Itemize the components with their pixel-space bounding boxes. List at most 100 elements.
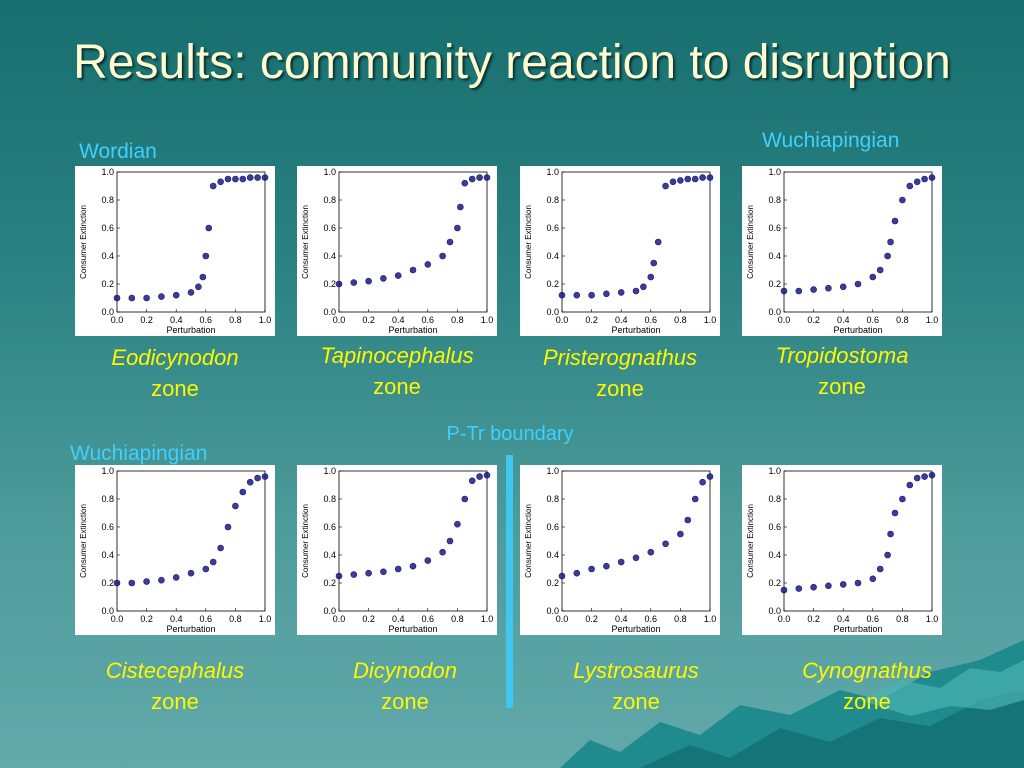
scatter-chart: 0.0 0.2 0.4 0.6 0.8 1.0 0.0 0.2 0.4 0.6 0.8 1.0 Pert… <box>524 167 716 335</box>
y-tick-label: 1.0 <box>101 167 114 177</box>
plot-area <box>338 470 488 612</box>
y-tick-label: 0.4 <box>546 251 559 261</box>
data-point <box>409 562 417 570</box>
data-point <box>232 175 239 183</box>
period-label-wuchiapingian-top: Wuchiapingian <box>762 129 900 152</box>
y-axis-label: Consumer Extinction <box>79 205 88 279</box>
zone-caption: Cistecephalus zone <box>75 655 275 717</box>
data-point <box>825 582 832 590</box>
data-point <box>446 537 454 545</box>
data-point <box>650 259 658 267</box>
data-point <box>706 473 714 480</box>
x-tick-label: 1.0 <box>259 614 272 624</box>
data-point <box>365 569 372 577</box>
zone-word: zone <box>596 376 644 401</box>
x-tick-label: 0.4 <box>170 315 183 325</box>
data-point <box>906 481 914 489</box>
y-tick-label: 0.8 <box>101 494 114 504</box>
y-tick-label: 0.8 <box>546 494 559 504</box>
x-tick-label: 0.4 <box>837 315 850 325</box>
data-point <box>573 569 581 577</box>
slide-title: Results: community reaction to disruptio… <box>73 36 951 89</box>
data-point <box>439 548 446 556</box>
data-point <box>699 174 706 181</box>
data-point <box>199 273 207 281</box>
scatter-chart: 0.0 0.2 0.4 0.6 0.8 1.0 0.0 0.2 0.4 0.6 0.8 1.0 Pert… <box>524 466 716 634</box>
data-point <box>654 238 662 246</box>
x-tick-label: 0.2 <box>140 614 153 624</box>
y-tick-label: 0.2 <box>101 578 114 588</box>
data-point <box>662 182 669 190</box>
data-point <box>394 565 402 573</box>
x-tick-label: 1.0 <box>481 315 494 325</box>
data-point <box>409 266 417 274</box>
data-point <box>891 509 899 517</box>
plot-area <box>783 171 933 313</box>
data-point <box>632 287 640 295</box>
x-axis-label: Perturbation <box>388 624 437 634</box>
scatter-points <box>780 174 936 295</box>
x-tick-label: 0.8 <box>896 315 909 325</box>
data-point <box>172 291 180 299</box>
y-tick-label: 0.6 <box>546 223 559 233</box>
x-tick-label: 0.6 <box>867 614 880 624</box>
x-tick-label: 0.2 <box>362 315 375 325</box>
data-point <box>380 568 387 576</box>
data-point <box>209 182 217 190</box>
data-point <box>232 502 239 510</box>
data-point <box>617 289 625 296</box>
data-point <box>172 574 180 581</box>
data-point <box>810 286 817 293</box>
data-point <box>483 174 491 181</box>
y-tick-label: 0.6 <box>101 223 114 233</box>
data-point <box>468 175 476 183</box>
data-point <box>928 471 936 479</box>
y-axis-label: Consumer Extinction <box>746 205 755 279</box>
plot-panel: 0.0 0.2 0.4 0.6 0.8 1.0 0.0 0.2 0.4 0.6 0.8 1.0 Pert… <box>520 465 720 635</box>
y-tick-label: 0.2 <box>101 279 114 289</box>
scatter-chart: 0.0 0.2 0.4 0.6 0.8 1.0 0.0 0.2 0.4 0.6 0.8 1.0 Pert… <box>301 167 494 335</box>
data-point <box>461 179 469 187</box>
data-point <box>224 175 232 183</box>
genus-name: Pristerognathus <box>542 345 698 370</box>
plot-panel: 0.0 0.2 0.4 0.6 0.8 1.0 0.0 0.2 0.4 0.6 0.8 1.0 Pert… <box>742 465 942 635</box>
y-tick-label: 0.6 <box>323 522 336 532</box>
p-tr-boundary-line <box>506 455 513 708</box>
data-point <box>839 581 847 588</box>
data-point <box>461 495 469 503</box>
genus-name: Cistecephalus <box>105 658 245 683</box>
data-point <box>677 530 684 538</box>
data-point <box>691 175 699 183</box>
y-tick-label: 0.6 <box>101 522 114 532</box>
data-point <box>662 540 669 548</box>
y-tick-label: 0.6 <box>546 522 559 532</box>
plot-panel: 0.0 0.2 0.4 0.6 0.8 1.0 0.0 0.2 0.4 0.6 0.8 1.0 Pert… <box>75 465 275 635</box>
y-tick-label: 0.0 <box>768 606 781 616</box>
y-axis-label: Consumer Extinction <box>524 205 533 279</box>
y-axis-label: Consumer Extinction <box>301 205 310 279</box>
y-tick-label: 0.8 <box>546 195 559 205</box>
data-point <box>795 585 803 592</box>
zone-caption: Lystrosaurus zone <box>536 655 736 717</box>
zone-caption: Pristerognathus zone <box>520 342 720 404</box>
data-point <box>476 473 483 480</box>
x-tick-label: 0.8 <box>229 315 242 325</box>
data-point <box>699 478 706 486</box>
data-point <box>825 284 832 292</box>
data-point <box>246 174 254 181</box>
y-tick-label: 0.4 <box>101 550 114 560</box>
y-tick-label: 1.0 <box>546 466 559 476</box>
y-tick-label: 0.4 <box>768 251 781 261</box>
data-point <box>921 175 928 183</box>
y-tick-label: 0.0 <box>101 606 114 616</box>
data-point <box>669 178 677 186</box>
x-tick-label: 0.4 <box>392 315 405 325</box>
x-tick-label: 0.8 <box>896 614 909 624</box>
p-tr-boundary-label: P-Tr boundary <box>446 423 574 445</box>
data-point <box>921 473 928 480</box>
data-point <box>869 575 877 583</box>
y-tick-label: 0.0 <box>546 307 559 317</box>
zone-word: zone <box>843 689 891 714</box>
data-point <box>454 224 461 232</box>
